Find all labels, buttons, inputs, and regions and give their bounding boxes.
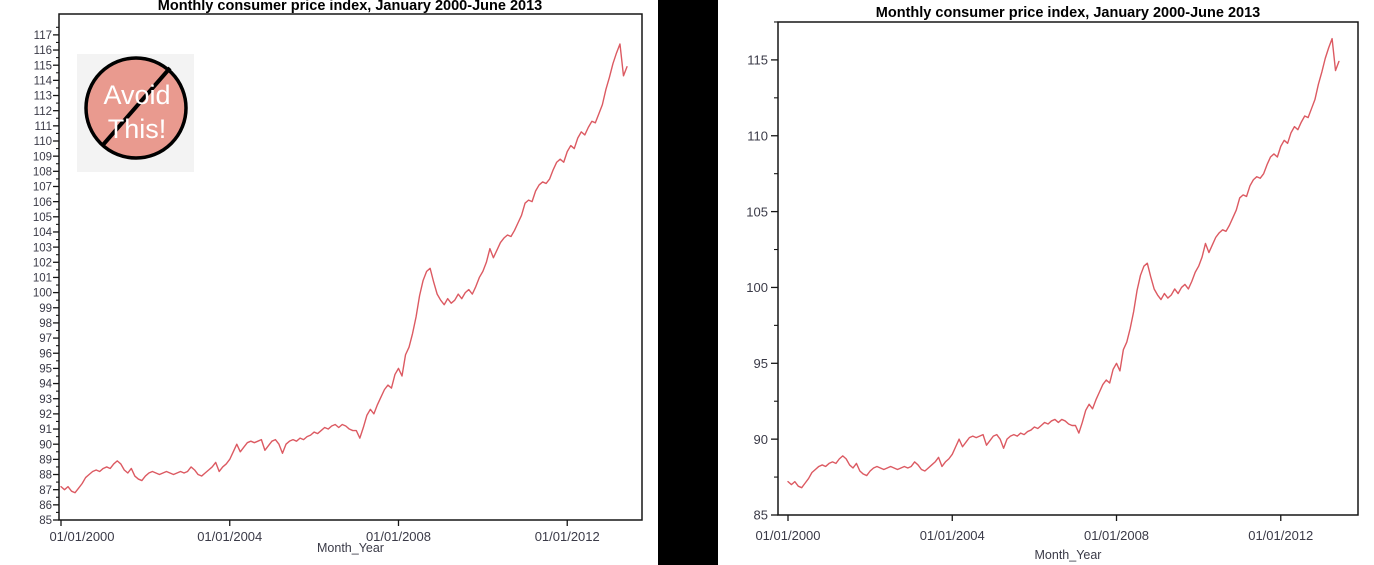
y-tick-label: 91 [39, 424, 52, 436]
y-tick-label: 113 [34, 91, 52, 103]
y-tick-label: 116 [34, 45, 52, 57]
right-chart-clean-axis: Monthly consumer price index, January 20… [746, 5, 1359, 562]
y-tick-label: 94 [39, 379, 52, 391]
x-axis-title: Month_Year [317, 541, 384, 555]
cpi-line [60, 43, 628, 494]
stamp-text-line1: Avoid [103, 80, 170, 110]
y-tick-label: 95 [39, 364, 52, 376]
y-tick-label: 110 [34, 136, 52, 148]
y-tick-label: 103 [33, 242, 52, 254]
x-tick-label: 01/01/2000 [755, 528, 820, 543]
y-tick-label: 107 [33, 182, 52, 194]
y-tick-label: 104 [33, 227, 53, 239]
y-tick-label: 97 [39, 333, 52, 345]
x-tick-label: 01/01/2004 [197, 529, 262, 544]
y-tick-label: 109 [33, 151, 52, 163]
y-tick-label: 90 [39, 439, 52, 451]
y-tick-label: 85 [39, 515, 52, 527]
y-tick-label: 111 [35, 121, 52, 133]
plot-border [777, 21, 1359, 516]
y-tick-label: 100 [746, 280, 768, 295]
x-axis-title: Month_Year [1035, 548, 1102, 562]
y-tick-label: 87 [39, 485, 52, 497]
x-tick-label: 01/01/2004 [920, 528, 985, 543]
y-tick-label: 115 [34, 60, 52, 72]
y-tick-label: 106 [33, 197, 52, 209]
x-tick-label: 01/01/2012 [535, 529, 600, 544]
chart-title: Monthly consumer price index, January 20… [876, 5, 1260, 21]
y-tick-label: 99 [39, 303, 52, 315]
slash-icon [100, 66, 172, 148]
y-tick-label: 115 [747, 53, 768, 68]
divider-bar [658, 0, 718, 565]
y-tick-label: 114 [34, 76, 53, 88]
avoid-this-stamp: Avoid This! [77, 54, 194, 172]
y-tick-label: 95 [754, 356, 768, 371]
y-tick-label: 93 [39, 394, 52, 406]
y-tick-label: 102 [33, 257, 52, 269]
y-tick-label: 96 [39, 348, 52, 360]
y-tick-label: 105 [33, 212, 52, 224]
stamp-text-line2: This! [108, 114, 167, 144]
y-tick-label: 100 [33, 288, 52, 300]
y-tick-label: 112 [34, 106, 52, 118]
y-tick-label: 92 [39, 409, 52, 421]
left-chart-cluttered-axis: Monthly consumer price index, January 20… [33, 0, 643, 555]
x-tick-label: 01/01/2008 [366, 529, 431, 544]
y-tick-label: 88 [39, 470, 52, 482]
x-tick-label: 01/01/2012 [1248, 528, 1313, 543]
y-tick-label: 98 [39, 318, 52, 330]
plot-border [58, 13, 643, 521]
x-tick-label: 01/01/2000 [49, 529, 114, 544]
y-tick-label: 86 [39, 500, 52, 512]
y-tick-label: 108 [33, 166, 52, 178]
y-tick-label: 85 [754, 508, 768, 523]
y-tick-label: 110 [747, 128, 768, 143]
cpi-line [787, 37, 1340, 489]
y-tick-label: 105 [746, 204, 768, 219]
y-tick-label: 117 [34, 30, 52, 42]
y-tick-label: 89 [39, 455, 52, 467]
y-tick-label: 101 [33, 273, 52, 285]
y-tick-label: 90 [754, 432, 768, 447]
x-tick-label: 01/01/2008 [1084, 528, 1149, 543]
chart-title: Monthly consumer price index, January 20… [158, 0, 542, 14]
